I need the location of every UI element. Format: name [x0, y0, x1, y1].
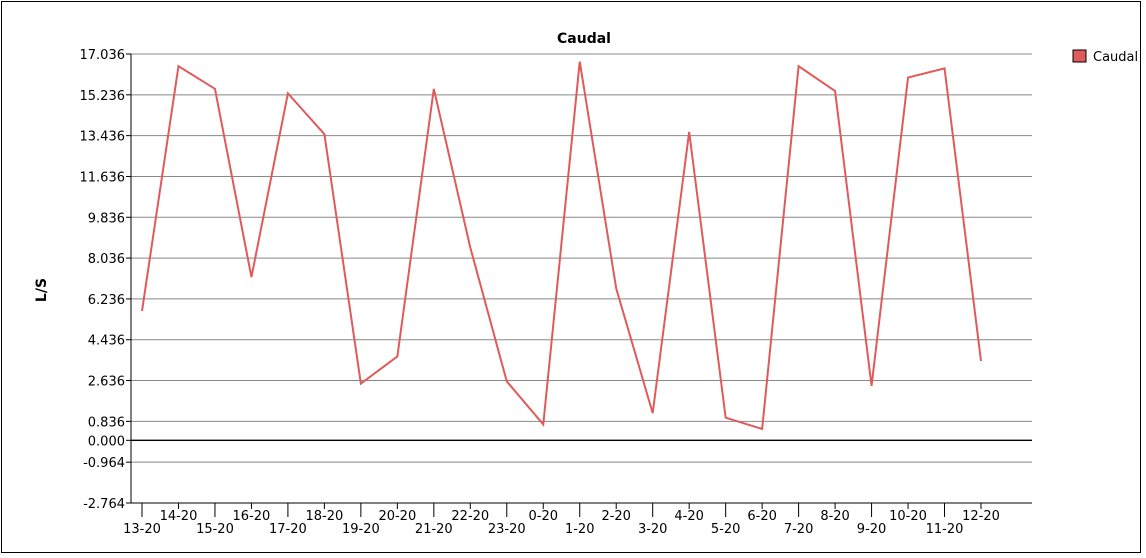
y-tick-label: 15.236	[80, 89, 126, 104]
x-tick-label: 8-20	[820, 509, 850, 524]
x-tick-label: 9-20	[857, 522, 887, 537]
y-tick-label: 6.236	[88, 293, 125, 308]
x-tick-label: 10-20	[889, 509, 927, 524]
x-tick-label: 2-20	[601, 509, 631, 524]
y-tick-label: 0.000	[88, 434, 125, 449]
y-tick-label: 8.036	[88, 252, 125, 267]
y-tick-label: 11.636	[80, 170, 126, 185]
x-tick-label: 17-20	[269, 522, 307, 537]
axis-layer: 17.036 15.236 13.436 11.636 9.836 8.036 6.236 4…	[80, 48, 1032, 537]
y-axis-label: L/S	[34, 278, 50, 302]
y-tick-label: 17.036	[80, 48, 126, 63]
x-tick-label: 6-20	[747, 509, 777, 524]
grid-layer	[131, 53, 1032, 504]
y-tick-label: -2.764	[83, 497, 125, 512]
series-layer	[141, 61, 982, 431]
series-line-caudal	[141, 61, 982, 431]
y-tick-label: 2.636	[88, 375, 125, 390]
x-tick-label: 19-20	[342, 522, 380, 537]
x-tick-label: 0-20	[529, 509, 559, 524]
y-tick-label: -0.964	[83, 456, 125, 471]
x-tick-label: 11-20	[926, 522, 964, 537]
legend-label: Caudal	[1093, 50, 1138, 65]
y-tick-label: 4.436	[88, 334, 125, 349]
x-tick-label: 20-20	[378, 509, 416, 524]
legend: Caudal	[1072, 49, 1138, 65]
x-tick-label: 16-20	[233, 509, 271, 524]
x-tick-label: 12-20	[962, 509, 1000, 524]
x-tick-label: 18-20	[306, 509, 344, 524]
x-tick-label: 4-20	[674, 509, 704, 524]
legend-swatch	[1072, 49, 1087, 63]
y-tick-label: 13.436	[80, 130, 126, 145]
x-tick-label: 7-20	[784, 522, 814, 537]
chart-title: Caudal	[557, 31, 611, 47]
x-tick-label: 14-20	[160, 509, 198, 524]
x-tick-label: 22-20	[451, 509, 489, 524]
x-tick-label: 15-20	[196, 522, 234, 537]
x-tick-label: 13-20	[123, 522, 161, 537]
x-tick-label: 23-20	[488, 522, 526, 537]
x-tick-label: 1-20	[565, 522, 595, 537]
x-tick-label: 3-20	[638, 522, 668, 537]
y-tick-label: 9.836	[88, 211, 125, 226]
x-tick-label: 5-20	[711, 522, 741, 537]
x-tick-label: 21-20	[415, 522, 453, 537]
y-tick-label: 0.836	[88, 415, 125, 430]
